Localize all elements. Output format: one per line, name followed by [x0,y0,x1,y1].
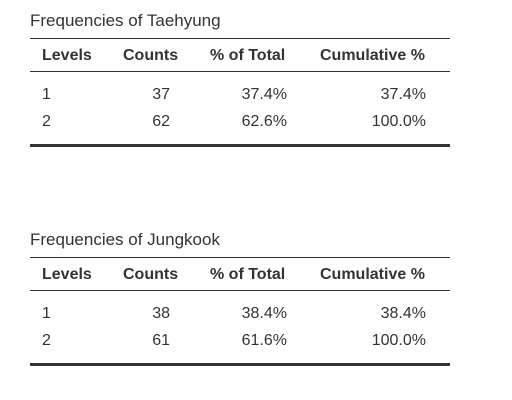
header-pct-total: % of Total [210,47,286,64]
cell-level: 1 [42,86,51,103]
cell-pct-total: 61.6% [241,332,287,349]
cell-level: 1 [42,305,51,322]
cell-count: 61 [152,332,170,349]
cell-cumulative: 100.0% [371,332,426,349]
header-cumulative: Cumulative % [320,47,425,64]
table-bottom-rule [30,144,450,147]
table-body: 1 37 37.4% 37.4% 2 62 62.6% 100.0% [30,72,450,144]
table-title: Frequencies of Jungkook [30,230,220,249]
table-row: 1 37 37.4% 37.4% [30,82,450,109]
header-levels: Levels [42,47,92,64]
header-counts: Counts [123,266,179,283]
cell-count: 38 [152,305,170,322]
frequency-table-jungkook: Frequencies of Jungkook Levels Counts % … [30,229,450,366]
cell-level: 2 [42,332,51,349]
cell-cumulative: 38.4% [380,305,426,322]
table-header-row: Levels Counts % of Total Cumulative % [30,258,450,290]
header-cumulative: Cumulative % [320,266,425,283]
header-levels: Levels [42,266,92,283]
table-body: 1 38 38.4% 38.4% 2 61 61.6% 100.0% [30,291,450,363]
cell-pct-total: 38.4% [241,305,287,322]
table-top-rule [30,38,450,39]
cell-pct-total: 62.6% [241,113,287,130]
table-top-rule [30,257,450,258]
header-counts: Counts [123,47,179,64]
table-header-row: Levels Counts % of Total Cumulative % [30,39,450,71]
table-bottom-rule [30,363,450,366]
cell-cumulative: 100.0% [371,113,426,130]
table-row: 1 38 38.4% 38.4% [30,301,450,328]
cell-count: 62 [152,113,170,130]
cell-level: 2 [42,113,51,130]
table-row: 2 62 62.6% 100.0% [30,109,450,136]
table-header-rule [30,290,450,291]
table-header-rule [30,71,450,72]
frequency-table-taehyung: Frequencies of Taehyung Levels Counts % … [30,10,450,147]
cell-pct-total: 37.4% [241,86,287,103]
header-pct-total: % of Total [210,266,286,283]
cell-cumulative: 37.4% [380,86,426,103]
table-row: 2 61 61.6% 100.0% [30,328,450,355]
table-title: Frequencies of Taehyung [30,11,221,30]
cell-count: 37 [152,86,170,103]
